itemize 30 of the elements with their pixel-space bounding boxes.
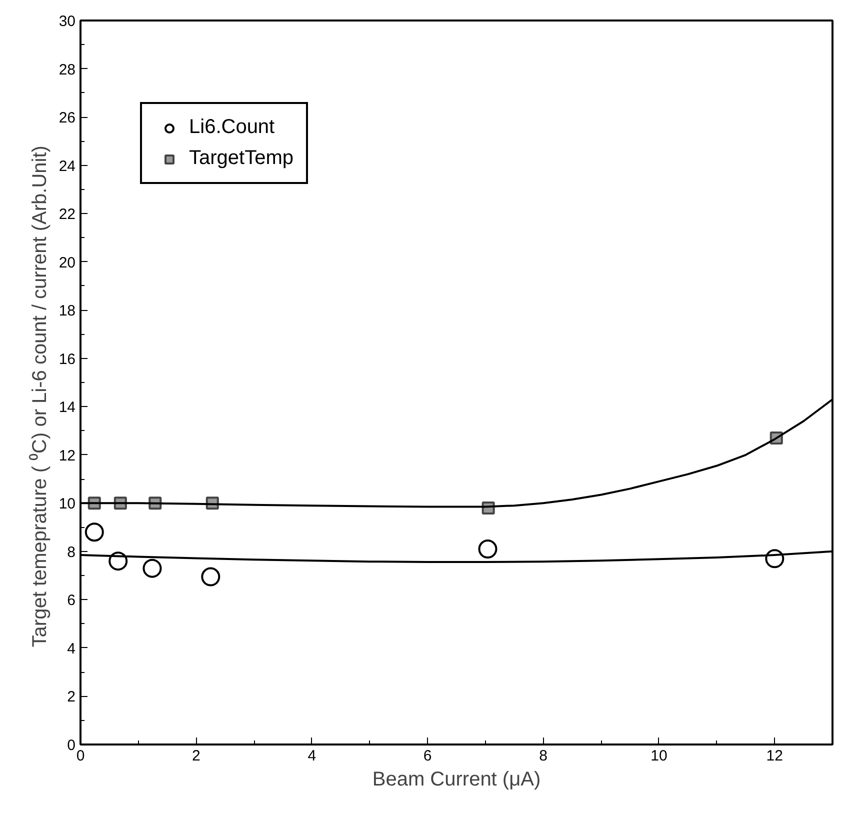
point bbox=[84, 522, 104, 542]
y-tick-label: 24 bbox=[58, 158, 76, 175]
point bbox=[478, 540, 498, 559]
y-tick-label: 30 bbox=[58, 13, 76, 30]
y-tick-label: 20 bbox=[58, 254, 76, 272]
x-tick-label: 2 bbox=[192, 748, 200, 764]
y-tick-label: 12 bbox=[58, 447, 76, 464]
y-tick-label: 6 bbox=[67, 592, 76, 610]
x-tick-label: 6 bbox=[423, 748, 432, 764]
y-tick-label: 22 bbox=[58, 206, 76, 224]
y-tick-label: 28 bbox=[58, 61, 76, 78]
y-tick-label: 8 bbox=[67, 544, 76, 561]
x-tick-label: 12 bbox=[766, 748, 783, 764]
y-tick-label: 16 bbox=[58, 350, 76, 368]
point bbox=[142, 558, 162, 578]
x-tick-label: 10 bbox=[650, 748, 668, 764]
point bbox=[201, 567, 220, 586]
y-axis-title: Target temeprature ( ⁰C) or Li-6 count / current (Arb.Unit) bbox=[28, 146, 51, 648]
y-tick-label: 2 bbox=[67, 688, 76, 706]
x-tick-label: 8 bbox=[539, 748, 548, 764]
x-tick-label: 4 bbox=[308, 748, 316, 764]
y-tick-label: 18 bbox=[58, 302, 76, 320]
legend-label: Li6.Count bbox=[189, 116, 275, 139]
y-tick-label: 14 bbox=[58, 399, 76, 416]
x-axis-title: Beam Current (μA) bbox=[372, 768, 541, 790]
y-tick-label: 4 bbox=[67, 640, 76, 658]
y-tick-label: 0 bbox=[67, 737, 76, 754]
legend-label: TargetTemp bbox=[189, 147, 294, 170]
y-tick-label: 26 bbox=[58, 110, 76, 127]
y-tick-label: 10 bbox=[58, 496, 76, 513]
